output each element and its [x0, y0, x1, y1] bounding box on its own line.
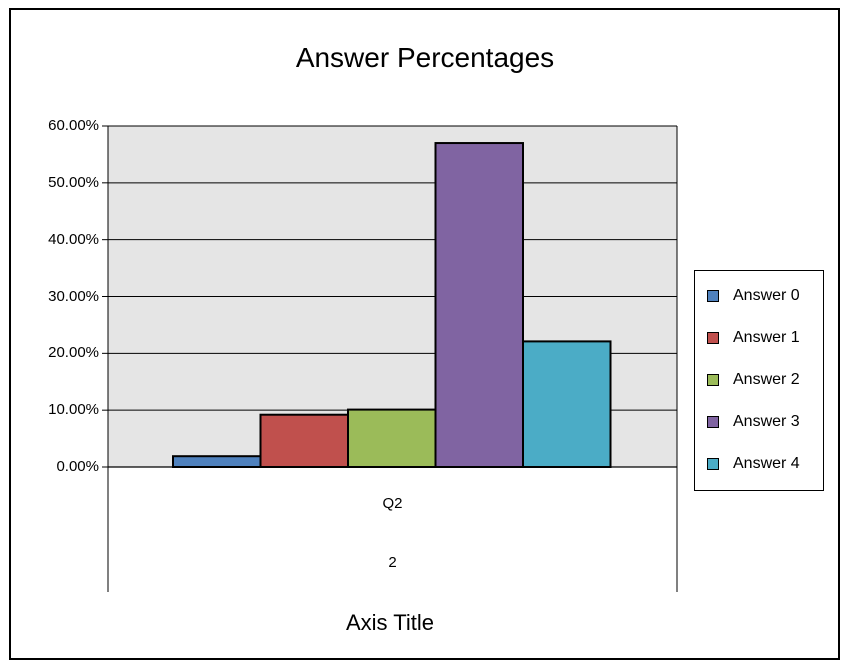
legend-label: Answer 3: [733, 413, 800, 430]
chart-title: Answer Percentages: [295, 42, 555, 73]
legend-swatch: [707, 374, 719, 386]
y-tick-label: 30.00%: [48, 287, 99, 305]
x-category-sublabel: 2: [388, 554, 397, 571]
legend-label: Answer 4: [733, 455, 800, 472]
bar-answer-2: [347, 408, 437, 468]
bar-answer-4: [522, 340, 612, 469]
y-tick-label: 0.00%: [56, 458, 99, 475]
x-axis-title: Axis Title: [345, 610, 435, 635]
y-tick-label: 40.00%: [48, 230, 99, 248]
y-tick-label: 20.00%: [48, 344, 99, 362]
legend-item: Answer 2: [707, 371, 800, 389]
bar-answer-0: [172, 455, 262, 468]
legend-item: Answer 3: [707, 413, 800, 431]
legend-swatch: [707, 416, 719, 428]
legend-label: Answer 0: [733, 287, 800, 304]
legend-swatch: [707, 332, 719, 344]
y-tick-label: 50.00%: [48, 173, 99, 191]
legend-label: Answer 2: [733, 371, 800, 388]
bar-answer-3: [434, 142, 524, 469]
y-tick-label: 60.00%: [48, 117, 99, 134]
legend-item: Answer 0: [707, 287, 800, 305]
bar-answer-1: [259, 413, 349, 469]
legend-item: Answer 4: [707, 455, 800, 473]
legend-swatch: [707, 458, 719, 470]
legend-item: Answer 1: [707, 329, 800, 347]
x-category-label: Q2: [382, 495, 403, 512]
legend: Answer 0 Answer 1 Answer 2 Answer 3 Answer 4: [694, 270, 824, 491]
legend-swatch: [707, 290, 719, 302]
legend-label: Answer 1: [733, 329, 800, 346]
y-tick-label: 10.00%: [48, 401, 99, 419]
